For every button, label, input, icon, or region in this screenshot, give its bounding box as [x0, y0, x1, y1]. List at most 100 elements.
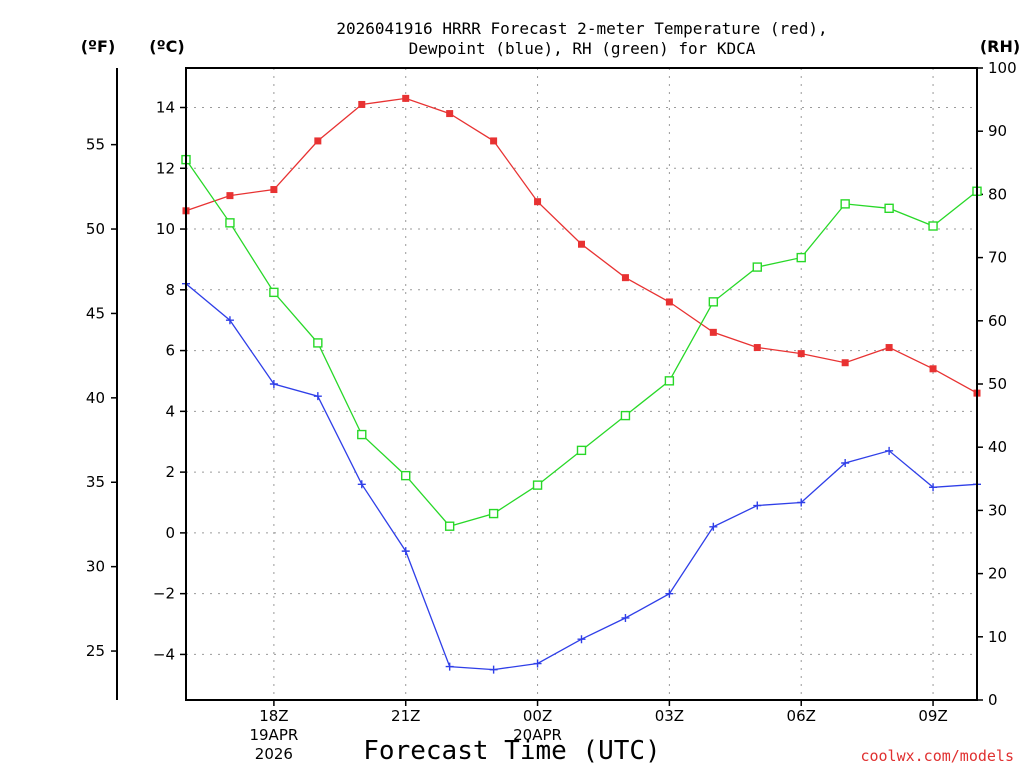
time-tick-label: 21Z: [391, 707, 420, 725]
temperature-point: [226, 192, 234, 200]
rh-tick-label: 0: [988, 691, 998, 709]
dewpoint-point: [489, 665, 498, 674]
dewpoint-point: [269, 380, 278, 388]
celsius-unit-label: (ºC): [149, 37, 184, 56]
rh-point: [225, 218, 235, 228]
dewpoint-point: [797, 498, 806, 507]
celsius-tick-label: −4: [153, 645, 175, 663]
rh-point: [884, 203, 894, 214]
fahrenheit-tick-label: 35: [86, 473, 105, 491]
celsius-tick-label: 12: [156, 159, 175, 177]
dewpoint-line: [185, 283, 978, 671]
rh-unit-label: (RH): [980, 37, 1020, 56]
rh-tick-label: 30: [988, 501, 1007, 519]
dewpoint-point: [709, 522, 718, 531]
time-tick-label: 06Z: [787, 707, 816, 725]
temperature-point: [797, 350, 805, 358]
rh-tick-label: 70: [988, 249, 1007, 267]
temperature-point: [358, 100, 366, 108]
temperature-point: [490, 137, 498, 145]
dewpoint-point: [929, 483, 938, 492]
temperature-point: [270, 186, 278, 194]
data-series: [181, 94, 982, 674]
dewpoint-point: [445, 662, 454, 671]
rh-tick-label: 50: [988, 375, 1007, 393]
rh-point: [357, 429, 367, 440]
fahrenheit-tick-label: 55: [86, 136, 105, 154]
rh-point: [488, 508, 499, 519]
rh-tick-label: 100: [988, 59, 1017, 77]
dewpoint-point: [357, 480, 366, 489]
rh-line: [185, 159, 978, 527]
plot-frame: [185, 67, 978, 701]
temperature-point: [841, 359, 849, 367]
time-tick-label: 00Z: [523, 707, 552, 725]
dewpoint-point: [665, 589, 674, 598]
time-tick-label: 09Z: [918, 707, 947, 725]
fahrenheit-tick-label: 50: [86, 220, 105, 238]
chart-title-line-1: 2026041916 HRRR Forecast 2-meter Tempera…: [336, 19, 827, 38]
temperature-point: [753, 344, 761, 352]
rh-point: [401, 470, 411, 481]
chart-title-line-2: Dewpoint (blue), RH (green) for KDCA: [409, 39, 756, 58]
temperature-point: [534, 198, 542, 206]
rh-point: [928, 221, 938, 231]
dewpoint-point: [841, 459, 850, 467]
dewpoint-point: [885, 446, 894, 455]
time-tick-label: 18Z: [259, 707, 288, 725]
fahrenheit-tick-label: 30: [86, 558, 105, 576]
rh-point: [620, 410, 631, 421]
celsius-tick-label: 14: [156, 99, 175, 117]
time-tick-label: 20APR: [513, 726, 562, 744]
fahrenheit-tick-label: 40: [86, 389, 105, 407]
rh-point: [444, 521, 455, 531]
dewpoint-point: [621, 613, 630, 622]
axis-ticks: −4 −2 0 2 4 6 8 10 12 14 25 30 35 40 45 50 55 0 10 20 30 40 50…: [86, 59, 1017, 763]
celsius-tick-label: 8: [165, 281, 175, 299]
rh-tick-label: 80: [988, 185, 1007, 203]
dewpoint-point: [533, 659, 542, 668]
dewpoint-point: [225, 316, 234, 325]
temperature-point: [621, 274, 629, 282]
temperature-point: [578, 240, 585, 248]
rh-point: [313, 338, 323, 348]
fahrenheit-unit-label: (ºF): [81, 37, 116, 56]
rh-tick-label: 90: [988, 122, 1007, 140]
dewpoint-point: [577, 635, 586, 644]
gridlines: [186, 68, 977, 700]
rh-point: [664, 376, 675, 386]
celsius-tick-label: 4: [165, 402, 175, 420]
temperature-point: [446, 110, 454, 118]
site-credit: coolwx.com/models: [860, 747, 1014, 765]
celsius-tick-label: 2: [165, 463, 175, 481]
temperature-point: [929, 365, 937, 373]
time-tick-label: 2026: [255, 745, 293, 763]
rh-tick-label: 40: [988, 438, 1007, 456]
celsius-tick-label: 0: [165, 524, 175, 542]
rh-tick-label: 10: [988, 628, 1007, 646]
rh-point: [708, 297, 719, 307]
rh-point: [796, 252, 806, 263]
temperature-point: [314, 137, 322, 145]
temperature-point: [665, 298, 673, 306]
rh-point: [752, 262, 762, 272]
time-tick-label: 19APR: [249, 726, 298, 744]
fahrenheit-tick-label: 45: [86, 304, 105, 322]
temperature-point: [885, 344, 893, 352]
rh-point: [269, 287, 279, 298]
celsius-tick-label: 6: [165, 342, 175, 360]
dewpoint-point: [401, 547, 410, 556]
rh-tick-label: 60: [988, 312, 1007, 330]
rh-point: [840, 199, 850, 209]
time-tick-label: 03Z: [655, 707, 684, 725]
celsius-tick-label: 10: [156, 220, 175, 238]
fahrenheit-tick-label: 25: [86, 642, 105, 660]
temperature-point: [709, 328, 717, 336]
rh-tick-label: 20: [988, 565, 1007, 583]
dewpoint-point: [753, 501, 762, 510]
rh-point: [532, 480, 543, 490]
temperature-point: [402, 94, 410, 102]
rh-point: [576, 445, 587, 456]
dewpoint-point: [313, 392, 322, 401]
